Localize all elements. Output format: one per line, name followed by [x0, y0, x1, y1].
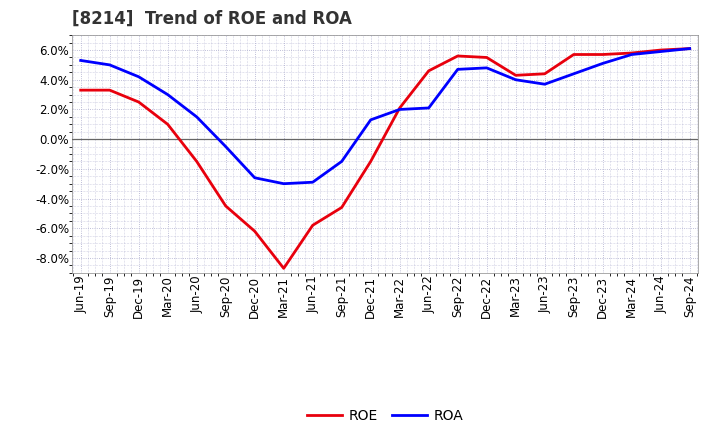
ROE — [598, 52, 607, 57]
Line: ROA: ROA — [81, 48, 690, 184]
ROA — [570, 71, 578, 77]
ROA — [395, 107, 404, 112]
ROA — [685, 46, 694, 51]
ROE — [76, 88, 85, 93]
Line: ROE: ROE — [81, 48, 690, 268]
ROE — [105, 88, 114, 93]
ROA — [308, 180, 317, 185]
ROE — [657, 48, 665, 53]
ROE — [308, 223, 317, 228]
ROE — [627, 51, 636, 56]
Text: [8214]  Trend of ROE and ROA: [8214] Trend of ROE and ROA — [72, 10, 352, 28]
ROA — [482, 65, 491, 70]
ROA — [454, 67, 462, 72]
ROA — [105, 62, 114, 67]
ROA — [338, 159, 346, 164]
ROE — [454, 53, 462, 59]
ROA — [511, 77, 520, 82]
ROE — [251, 229, 259, 234]
ROA — [657, 49, 665, 54]
ROE — [511, 73, 520, 78]
ROE — [163, 121, 172, 127]
ROA — [163, 92, 172, 97]
ROA — [424, 105, 433, 110]
ROE — [482, 55, 491, 60]
ROE — [570, 52, 578, 57]
ROE — [279, 266, 288, 271]
ROE — [135, 99, 143, 105]
ROA — [76, 58, 85, 63]
ROE — [685, 46, 694, 51]
ROE — [541, 71, 549, 77]
ROA — [366, 117, 375, 122]
ROE — [424, 68, 433, 73]
ROA — [598, 61, 607, 66]
ROA — [221, 144, 230, 149]
ROA — [627, 52, 636, 57]
ROE — [192, 159, 201, 164]
ROA — [251, 175, 259, 180]
ROA — [541, 81, 549, 87]
ROE — [338, 205, 346, 210]
ROE — [395, 105, 404, 110]
Legend: ROE, ROA: ROE, ROA — [302, 403, 469, 429]
ROA — [135, 74, 143, 79]
ROE — [366, 159, 375, 164]
ROA — [279, 181, 288, 187]
ROA — [192, 114, 201, 120]
ROE — [221, 203, 230, 209]
